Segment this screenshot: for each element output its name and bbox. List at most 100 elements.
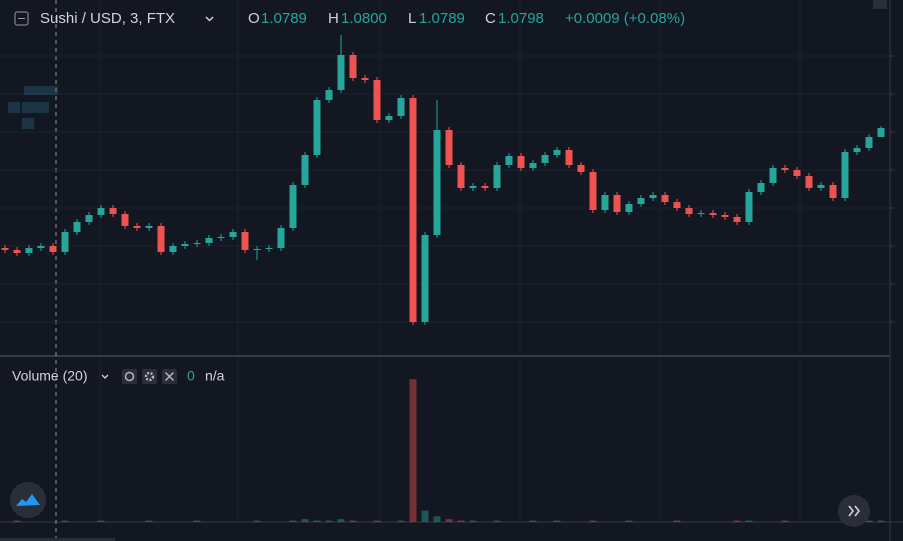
candle-body [205, 238, 213, 243]
volume-bar [193, 520, 201, 522]
volume-bar [781, 520, 789, 522]
volume-bar [877, 520, 885, 522]
volume-bar [397, 520, 405, 522]
volume-bar [349, 520, 357, 522]
marks [0, 35, 895, 522]
candle-body [493, 165, 501, 188]
candle-body [709, 213, 717, 215]
candle-body [853, 148, 861, 152]
eye-button[interactable] [122, 369, 137, 384]
candle-body [349, 55, 357, 78]
candle-body [469, 186, 477, 188]
close-value: 1.0798 [498, 10, 544, 27]
volume-bar [493, 520, 501, 522]
volume-value: 0 [187, 368, 195, 384]
candle-body [589, 172, 597, 210]
candle-body [325, 90, 333, 100]
candle-body [793, 170, 801, 176]
candle-body [73, 222, 81, 232]
candle-body [601, 195, 609, 210]
candle-body [529, 163, 537, 168]
chevron [205, 16, 214, 22]
candle-body [541, 155, 549, 163]
candle-body [25, 248, 33, 253]
volume-bar [673, 520, 681, 522]
gear-icon [144, 371, 155, 382]
low-label: L [408, 10, 416, 27]
candle-body [697, 213, 705, 214]
candle-body [409, 98, 417, 322]
low-value: 1.0789 [419, 10, 465, 27]
volume-ma: n/a [205, 368, 225, 384]
candle-body [757, 183, 765, 192]
open-label: O [248, 10, 260, 27]
ghost-icon [8, 86, 58, 129]
candle-body [613, 195, 621, 212]
logo-icon [16, 494, 40, 506]
candle-body [445, 130, 453, 165]
candle-body [421, 235, 429, 322]
volume-bar [865, 520, 873, 522]
volume-bar [337, 519, 345, 522]
candle-body [577, 165, 585, 172]
volume-bar [745, 520, 753, 522]
candle-body [313, 100, 321, 155]
volume-bar [253, 520, 261, 522]
volume-bar [457, 520, 465, 522]
volume-bar [289, 520, 297, 522]
candle-body [397, 98, 405, 116]
volume-bar [325, 520, 333, 522]
candle-body [61, 232, 69, 252]
volume-bar [469, 520, 477, 522]
candle-body [673, 202, 681, 208]
candle-body [685, 208, 693, 214]
volume-bar [313, 520, 321, 522]
ghost-shape [8, 102, 20, 113]
candle-body [553, 150, 561, 155]
scrollbar [0, 538, 115, 541]
candle-body [109, 208, 117, 214]
corner-button[interactable] [873, 0, 887, 9]
settings-button[interactable] [142, 369, 157, 384]
high-label: H [328, 10, 339, 27]
high-value: 1.0800 [341, 10, 387, 27]
candle-body [217, 237, 225, 238]
symbol[interactable]: Sushi / USD, 3, FTX [40, 10, 175, 27]
candle-body [157, 226, 165, 252]
candle-body [865, 137, 873, 148]
volume-bar [589, 520, 597, 522]
candle-body [133, 226, 141, 228]
volume-bar [733, 520, 741, 522]
candle-body [661, 195, 669, 202]
candle-body [169, 246, 177, 252]
candle-body [337, 55, 345, 90]
volume-title[interactable]: Volume (20) [12, 368, 87, 384]
x-icon [164, 371, 175, 382]
candle-body [505, 156, 513, 165]
candle-body [361, 78, 369, 80]
candle-body [829, 185, 837, 198]
candle-body [841, 152, 849, 198]
candle-body [433, 130, 441, 235]
close-label: C [485, 10, 496, 27]
volume-bar [553, 520, 561, 522]
ghost-shape [22, 118, 34, 129]
candle-body [277, 228, 285, 248]
volume-bar [13, 520, 21, 522]
open-value: 1.0789 [261, 10, 307, 27]
ohlc-legend: O 1.0789 H 1.0800 L 1.0789 C 1.0798 +0.0… [248, 10, 685, 27]
candle-body [769, 168, 777, 183]
collapse-icon[interactable] [14, 11, 29, 26]
candle-body [649, 195, 657, 198]
eye-icon [124, 371, 135, 382]
volume-bar [421, 510, 429, 522]
candle-body [289, 185, 297, 228]
volume-bar [625, 520, 633, 522]
candle-body [457, 165, 465, 188]
candle-body [721, 215, 729, 217]
candle-body [565, 150, 573, 165]
candle-body [13, 250, 21, 253]
candle-body [817, 185, 825, 188]
candle-body [49, 246, 57, 252]
